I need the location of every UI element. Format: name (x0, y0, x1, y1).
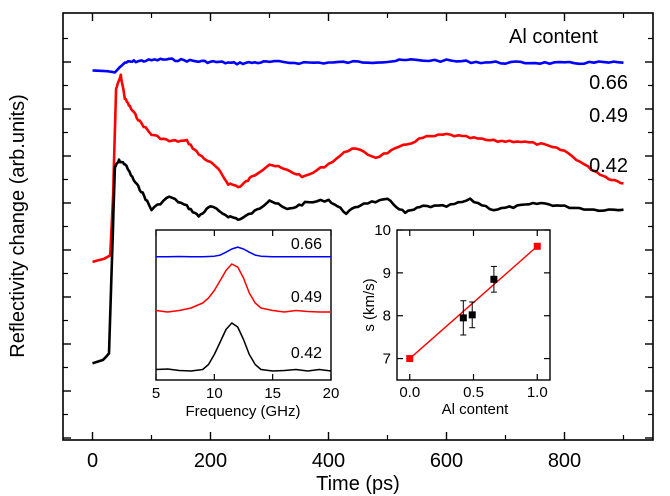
inset-velocity-x-ticks: 0.0 0.5 1.0 (399, 230, 548, 401)
main-x-ticks: 0 200 400 600 800 (87, 13, 625, 472)
main-plot: 0 200 400 600 800 Time (ps) Reflectivity cha… (7, 12, 654, 495)
inset-spectrum-label-066: 0.66 (291, 236, 322, 253)
main-x-tick-label: 200 (194, 450, 227, 472)
main-y-ticks (63, 37, 653, 439)
inset-spectrum-series-group (155, 246, 332, 372)
inset-velocity-point (468, 311, 476, 319)
inset-velocity-x-axis-title: Al content (442, 401, 510, 418)
inset-spectrum-x-tick-label: 5 (152, 385, 160, 402)
inset-spectrum-x-ticks: 5 10 15 20 (152, 230, 340, 402)
inset-velocity-y-tick-label: 9 (383, 265, 391, 282)
inset-velocity-y-axis-title: s (km/s) (361, 278, 378, 331)
inset-spectrum: 5 10 15 20 0.66 0.49 0.42 Frequency (GHz) (152, 229, 340, 420)
inset-velocity-point (459, 314, 467, 322)
inset-velocity-bg (397, 230, 550, 380)
main-series-group (92, 57, 624, 365)
inset-spectrum-x-tick-label: 20 (323, 385, 340, 402)
inset-velocity-endpoint (406, 355, 414, 363)
legend-title: Al content (509, 26, 598, 48)
series-label-042: 0.42 (589, 155, 628, 177)
series-label-049: 0.49 (589, 105, 628, 127)
inset-velocity-x-tick-label: 1.0 (527, 384, 548, 401)
main-x-tick-label: 800 (548, 450, 581, 472)
main-x-tick-label: 400 (312, 450, 345, 472)
inset-velocity-x-tick-label: 0.5 (463, 384, 484, 401)
main-x-axis-title: Time (ps) (316, 473, 400, 495)
main-x-tick-label: 0 (87, 450, 98, 472)
main-series-line-042 (92, 158, 624, 365)
inset-velocity-y-tick-label: 7 (383, 351, 391, 368)
main-series-line-049 (92, 73, 624, 264)
series-label-066: 0.66 (589, 72, 628, 94)
inset-velocity-series-group (406, 242, 541, 363)
main-x-tick-label: 600 (430, 450, 463, 472)
inset-spectrum-line-066 (155, 246, 331, 258)
inset-spectrum-frame (155, 229, 332, 381)
inset-spectrum-x-axis-title: Frequency (GHz) (185, 403, 300, 420)
inset-spectrum-label-042: 0.42 (291, 345, 322, 362)
inset-spectrum-x-tick-label: 15 (264, 385, 281, 402)
inset-velocity-point (490, 275, 498, 283)
inset-velocity-endpoint (533, 242, 541, 250)
inset-velocity: 0.0 0.5 1.0 7 8 9 10 Al content s (km/s) (361, 222, 551, 418)
inset-velocity-y-tick-label: 10 (374, 222, 391, 239)
main-plot-frame (62, 12, 654, 441)
main-series-line-066 (92, 57, 624, 74)
inset-spectrum-bg (156, 230, 331, 380)
main-y-axis-title: Reflectivity change (arb.units) (7, 94, 29, 357)
inset-spectrum-line-049 (155, 263, 331, 313)
inset-velocity-y-ticks: 7 8 9 10 (374, 222, 550, 368)
inset-velocity-y-tick-label: 8 (383, 308, 391, 325)
inset-velocity-x-tick-label: 0.0 (399, 384, 420, 401)
inset-spectrum-label-049: 0.49 (291, 289, 322, 306)
inset-spectrum-line-042 (155, 322, 332, 372)
inset-spectrum-x-tick-label: 10 (206, 385, 223, 402)
